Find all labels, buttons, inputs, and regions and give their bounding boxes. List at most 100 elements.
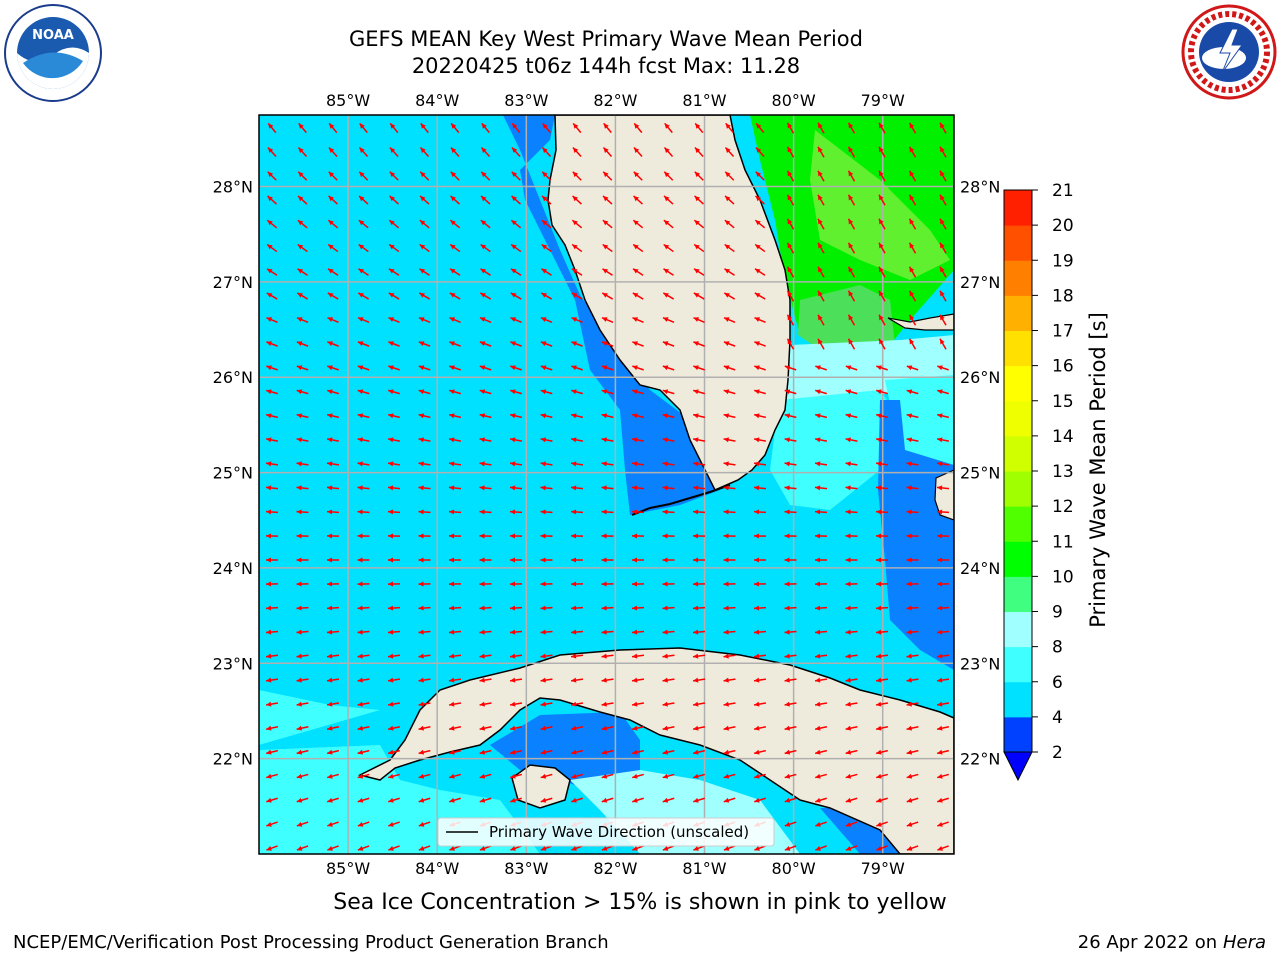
wave-arrow — [448, 461, 462, 467]
wave-arrow — [847, 170, 856, 182]
wave-arrow — [662, 316, 675, 324]
wave-arrow — [906, 461, 919, 467]
wave-arrow — [724, 171, 735, 181]
wave-arrow — [388, 219, 400, 229]
wave-arrow — [296, 365, 309, 371]
wave-arrow — [326, 605, 340, 611]
wave-arrow — [510, 243, 522, 253]
wave-arrow — [723, 389, 736, 395]
wave-arrow — [570, 437, 584, 443]
wave-arrow — [692, 485, 706, 491]
wave-arrow — [876, 821, 888, 827]
wave-arrow — [753, 437, 767, 443]
wave-arrow — [326, 653, 340, 659]
wave-arrow — [265, 749, 279, 755]
wave-arrow — [875, 437, 889, 443]
wave-arrow — [357, 653, 370, 659]
wave-arrow — [845, 797, 858, 803]
wave-arrow — [845, 413, 858, 419]
wave-arrow — [723, 341, 736, 347]
wave-arrow — [723, 581, 736, 587]
wave-arrow — [511, 195, 521, 205]
wave-arrow — [450, 195, 460, 205]
wave-arrow — [418, 701, 431, 707]
wave-arrow — [786, 194, 795, 206]
wave-arrow — [784, 725, 797, 731]
wave-arrow — [601, 581, 614, 587]
lon-label-bottom: 80°W — [772, 859, 816, 878]
wave-arrow — [479, 845, 492, 851]
wave-arrow — [449, 219, 461, 229]
wave-arrow — [815, 821, 827, 827]
wave-arrow — [845, 485, 858, 491]
wave-arrow — [814, 749, 828, 755]
wave-arrow — [906, 509, 919, 515]
wave-arrow — [357, 292, 370, 300]
wave-arrow — [692, 533, 706, 539]
footer-machine-name: Hera — [1222, 932, 1266, 953]
lon-label-bottom: 83°W — [504, 859, 548, 878]
wave-arrow — [479, 557, 492, 563]
svg-text:NOAA: NOAA — [32, 28, 74, 43]
wave-arrow — [480, 171, 491, 181]
wave-arrow — [450, 171, 460, 181]
wave-arrow — [814, 461, 828, 467]
wave-arrow — [448, 677, 462, 683]
wave-arrow — [510, 268, 522, 276]
wave-arrow — [936, 653, 950, 659]
wave-arrow — [631, 677, 645, 683]
noaa-logo: NOAA — [4, 4, 102, 102]
wave-arrow — [601, 725, 614, 731]
wave-arrow — [328, 122, 338, 134]
wave-arrow — [633, 195, 643, 205]
wave-arrow — [631, 413, 645, 419]
wave-arrow — [540, 605, 553, 611]
wave-arrow — [389, 147, 399, 157]
wave-arrow — [419, 268, 430, 276]
wave-arrow — [784, 365, 797, 371]
wave-arrow — [662, 845, 675, 851]
wave-arrow — [570, 725, 584, 731]
longitude-labels-top: 85°W 84°W 83°W 82°W 81°W 80°W 79°W — [326, 91, 905, 110]
wave-arrow — [908, 290, 917, 302]
wave-arrow — [908, 146, 917, 158]
wave-arrow — [723, 365, 736, 371]
lat-label-right: 24°N — [960, 559, 1000, 578]
wave-arrow — [875, 485, 889, 491]
wave-arrow — [448, 581, 462, 587]
wave-arrow — [570, 749, 584, 755]
wave-arrow — [570, 677, 584, 683]
wave-arrow — [753, 749, 767, 755]
colorbar-tick-label: 20 — [1052, 216, 1074, 236]
wave-arrow — [755, 147, 765, 157]
wave-arrow — [632, 797, 644, 803]
wave-arrow — [327, 341, 339, 347]
colorbar-tick-label: 19 — [1052, 251, 1074, 271]
wave-arrow — [784, 389, 797, 395]
wave-arrow — [571, 773, 583, 779]
wave-arrow — [937, 821, 949, 827]
wave-arrow — [418, 437, 431, 443]
wave-arrow — [694, 195, 704, 205]
wave-arrow — [784, 533, 797, 539]
wave-arrow — [572, 171, 582, 181]
wave-arrow — [786, 266, 795, 278]
wave-arrow — [448, 725, 462, 731]
wave-arrow — [847, 146, 856, 158]
wave-arrow — [601, 292, 614, 300]
wave-arrow — [572, 122, 582, 134]
wave-arrow — [540, 557, 553, 563]
colorbar-tick-label: 17 — [1052, 322, 1074, 342]
wave-arrow — [601, 365, 614, 371]
wave-arrow — [694, 147, 704, 157]
wave-arrow — [296, 413, 309, 419]
wave-arrow — [632, 389, 644, 395]
graticule — [259, 115, 954, 854]
wave-arrow — [784, 509, 797, 515]
wave-arrow — [847, 290, 856, 302]
wave-arrow — [387, 437, 401, 443]
wave-arrow — [388, 292, 400, 300]
wave-arrow — [296, 581, 309, 587]
wave-arrow — [296, 533, 309, 539]
wave-arrow — [754, 365, 766, 371]
